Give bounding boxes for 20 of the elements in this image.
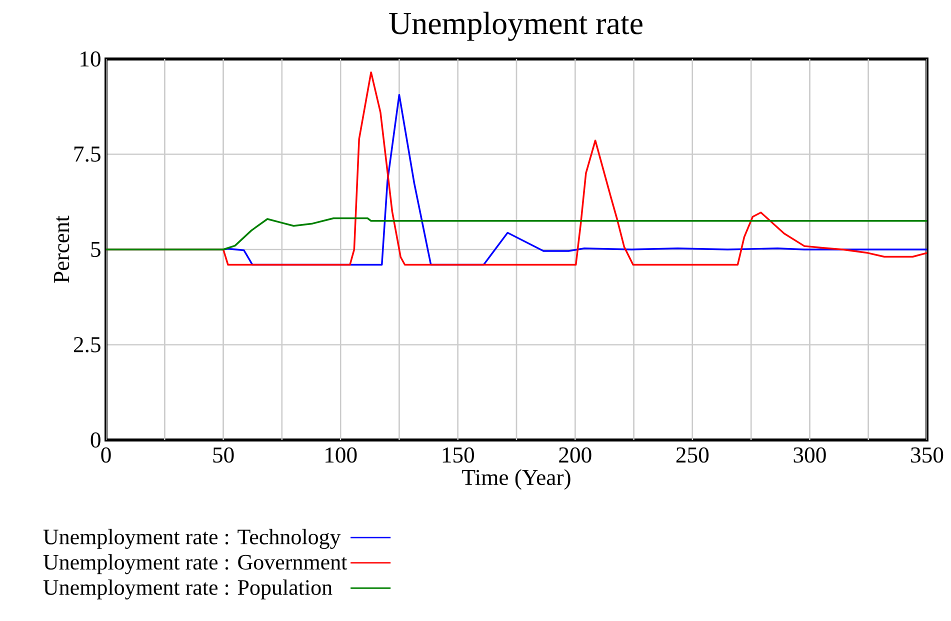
x-tick-label: 150 — [442, 447, 474, 463]
y-tick-label: 7.5 — [74, 146, 100, 162]
y-tick-label: 5 — [91, 242, 100, 258]
legend-label: Unemployment rate : Government — [43, 554, 348, 574]
x-axis-title: Time (Year) — [462, 469, 570, 490]
line-series — [106, 217, 927, 250]
y-tick-label: 2.5 — [74, 337, 100, 352]
chart-title: Unemployment rate — [389, 12, 642, 41]
y-tick-label: 0 — [90, 432, 100, 448]
x-tick-label: 100 — [326, 447, 357, 463]
x-tick-label: 300 — [794, 447, 826, 463]
y-axis-title: Percent — [54, 216, 70, 283]
legend-label: Unemployment rate : Population — [43, 579, 332, 600]
x-tick-label: 200 — [559, 447, 592, 463]
x-tick-label: 350 — [911, 447, 944, 463]
legend-label: Unemployment rate : Technology — [43, 528, 341, 549]
x-tick-label: 50 — [213, 447, 234, 463]
x-tick-label: 0 — [101, 447, 111, 463]
y-tick-label: 10 — [80, 51, 100, 67]
x-tick-label: 250 — [676, 447, 709, 463]
